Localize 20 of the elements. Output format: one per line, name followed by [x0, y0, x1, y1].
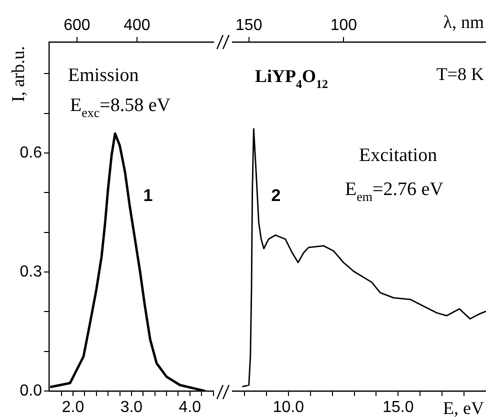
x2-tick-label: 400 [124, 16, 150, 34]
x2-tick-label: 150 [236, 16, 262, 34]
y-tick-label: 0.6 [20, 144, 42, 162]
x2-tick-label: 100 [330, 16, 358, 34]
annotation: Excitation [359, 145, 438, 166]
x-tick-label: 2.0 [62, 399, 84, 416]
y-axis-title: I, arb.u. [8, 46, 28, 102]
x-tick-label: 15.0 [382, 399, 414, 416]
y-tick-label: 0.3 [20, 263, 42, 280]
annotation: Emission [68, 65, 140, 86]
annotation: 2 [271, 186, 281, 205]
x-axis-title: E, eV [443, 398, 484, 418]
x-tick-label: 3.0 [120, 399, 143, 416]
annotation: T=8 K [436, 64, 484, 84]
x-tick-label: 10.0 [272, 399, 304, 416]
x2-tick-label: 600 [64, 16, 90, 34]
annotation: 1 [143, 186, 153, 205]
x-tick-label: 4.0 [178, 399, 202, 416]
y-tick-label: 0.0 [20, 382, 42, 400]
x2-axis-title: λ, nm [443, 12, 484, 32]
